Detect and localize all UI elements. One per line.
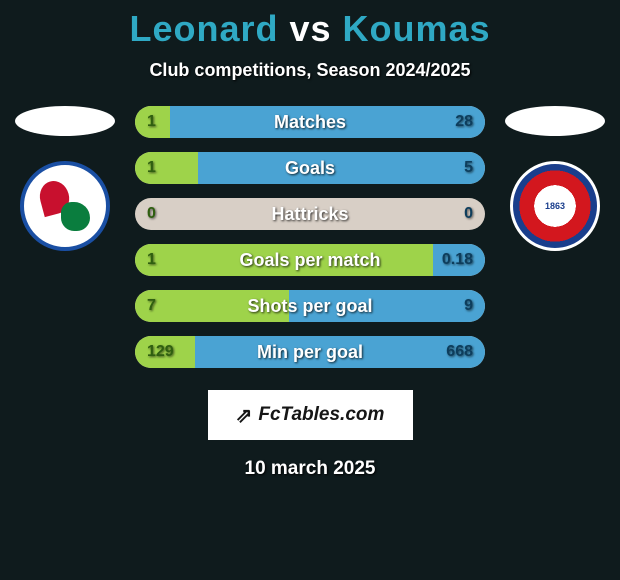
stat-value-right: 668 (446, 336, 473, 368)
comparison-card: Leonard vs Koumas Club competitions, Sea… (0, 0, 620, 480)
stat-row: Shots per goal7 9 (135, 290, 485, 322)
blackburn-badge-icon (20, 161, 110, 251)
stat-label: Shots per goal (135, 290, 485, 322)
comparison-body: Matches128Goals15Hattricks00Goals per ma… (0, 106, 620, 368)
stoke-badge-icon (510, 161, 600, 251)
subtitle: Club competitions, Season 2024/2025 (0, 60, 620, 81)
stat-value-left: 1 (147, 152, 156, 184)
page-title: Leonard vs Koumas (0, 8, 620, 50)
right-player-name-oval (505, 106, 605, 136)
fctables-logo-icon: ⇗ (236, 403, 253, 428)
right-player-column (505, 106, 605, 251)
stat-value-right: 9 (464, 290, 473, 322)
stat-row: Goals per match1 0.18 (135, 244, 485, 276)
title-player-right: Koumas (343, 8, 491, 49)
stat-value-right: 0.18 (442, 244, 473, 276)
stat-value-right: 0 (464, 198, 473, 230)
stat-label: Goals per match (135, 244, 485, 276)
footer-date: 10 march 2025 (0, 458, 620, 480)
stat-label: Hattricks (135, 198, 485, 230)
stat-label: Goals (135, 152, 485, 184)
stat-row: Matches1 28 (135, 106, 485, 138)
stat-value-left: 1 (147, 244, 156, 276)
stat-bars: Matches128Goals15Hattricks00Goals per ma… (135, 106, 485, 368)
watermark-text: FcTables.com (258, 404, 384, 426)
stat-value-left: 7 (147, 290, 156, 322)
stat-value-right: 28 (455, 106, 473, 138)
stat-label: Matches (135, 106, 485, 138)
stat-value-left: 1 (147, 106, 156, 138)
title-vs: vs (278, 8, 342, 49)
title-player-left: Leonard (129, 8, 278, 49)
stat-value-right: 5 (464, 152, 473, 184)
stat-value-left: 0 (147, 198, 156, 230)
stat-row: Goals1 5 (135, 152, 485, 184)
left-player-name-oval (15, 106, 115, 136)
stat-row: Min per goal129 668 (135, 336, 485, 368)
watermark: ⇗ FcTables.com (208, 390, 413, 440)
stat-row: Hattricks0 0 (135, 198, 485, 230)
left-player-column (15, 106, 115, 251)
stat-label: Min per goal (135, 336, 485, 368)
stat-value-left: 129 (147, 336, 174, 368)
